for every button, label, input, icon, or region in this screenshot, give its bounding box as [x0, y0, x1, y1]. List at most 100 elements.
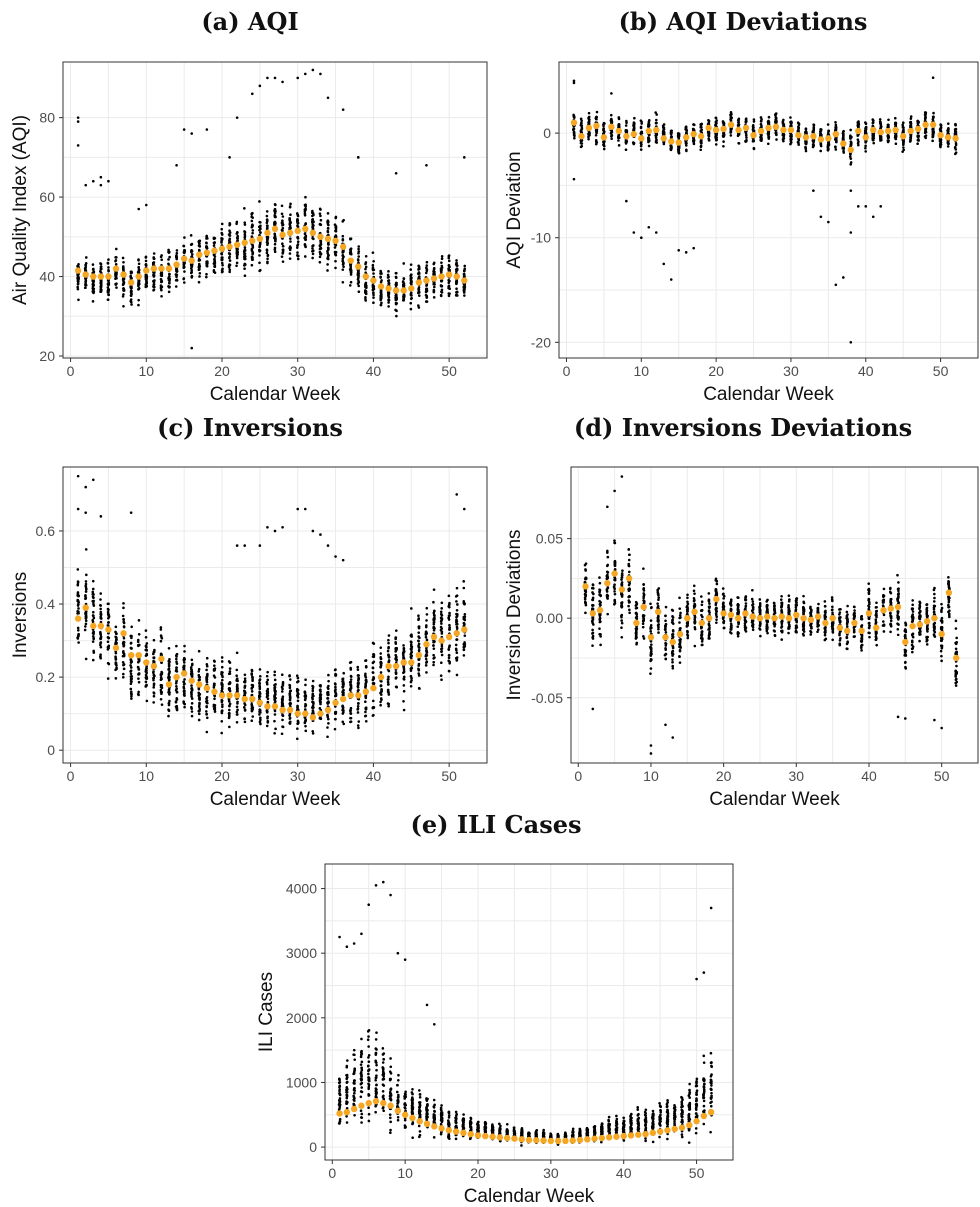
chart-a-point — [409, 268, 413, 271]
chart-c-point — [175, 657, 178, 661]
chart-a-point — [357, 247, 360, 251]
chart-c-point — [288, 717, 292, 720]
chart-a-point — [114, 258, 118, 262]
chart-b-mean-point — [944, 134, 952, 141]
chart-a-point — [106, 262, 110, 265]
chart-c-point — [296, 722, 300, 725]
chart-a-point — [379, 303, 383, 307]
chart-c-point — [77, 600, 80, 604]
chart-c-point — [221, 671, 224, 674]
chart-a-point — [395, 281, 398, 285]
chart-a-point — [462, 272, 466, 276]
chart-b-point — [923, 135, 927, 138]
chart-c-point — [175, 655, 178, 658]
chart-c-point — [189, 666, 193, 669]
chart-b-point — [737, 120, 740, 124]
chart-b-outlier-point — [684, 251, 688, 254]
chart-c-point — [296, 727, 299, 730]
chart-c-point — [115, 667, 118, 671]
chart-a-point — [319, 241, 323, 245]
chart-a-point — [115, 272, 118, 276]
chart-a-mean-point — [165, 265, 173, 272]
chart-a-point — [311, 252, 315, 256]
chart-b-point — [699, 144, 703, 148]
chart-b-point — [954, 148, 958, 151]
chart-a-mean-point — [377, 283, 385, 290]
chart-b-point — [647, 136, 650, 139]
chart-b-point — [655, 113, 658, 116]
chart-b-point — [789, 142, 792, 146]
chart-a-point — [318, 255, 322, 259]
chart-a-point — [304, 238, 308, 241]
chart-c-point — [243, 691, 247, 694]
chart-a-point — [227, 264, 231, 268]
chart-a-point — [364, 265, 368, 269]
chart-b-point — [721, 121, 725, 124]
chart-b-point — [579, 123, 583, 127]
chart-b-point — [639, 148, 643, 151]
chart-a-point — [274, 238, 277, 242]
chart-c-point — [213, 710, 217, 713]
chart-c-point — [310, 696, 314, 699]
chart-b-outlier-point — [864, 205, 868, 208]
chart-b-outlier-point — [827, 220, 830, 224]
chart-b-point — [745, 136, 748, 139]
chart-a-point — [327, 246, 330, 250]
chart-c-point — [251, 679, 254, 682]
chart-a-point — [433, 285, 436, 289]
chart-c-point — [84, 594, 87, 598]
chart-a-point — [190, 243, 193, 246]
chart-c-point — [183, 661, 186, 664]
chart-a-point — [349, 280, 353, 284]
chart-b-point — [834, 145, 837, 149]
chart-a-point — [84, 263, 88, 267]
chart-a-point — [91, 300, 95, 303]
chart-a-point — [167, 275, 171, 278]
chart-c-point — [76, 626, 80, 630]
chart-a-point — [410, 273, 413, 276]
chart-c-point — [129, 687, 133, 691]
chart-c-point — [99, 607, 102, 611]
chart-b-mean-point — [742, 124, 750, 132]
chart-b-point — [849, 161, 853, 164]
chart-a-point — [387, 295, 391, 299]
chart-c-point — [326, 714, 329, 717]
chart-a-outlier-point — [394, 171, 398, 175]
chart-c-point — [303, 708, 307, 711]
chart-c-point — [107, 616, 110, 620]
chart-c-point — [227, 698, 231, 701]
chart-c-point — [160, 671, 164, 675]
chart-c-point — [114, 625, 118, 629]
chart-b-point — [714, 134, 718, 138]
chart-c-point — [266, 678, 270, 682]
chart-a-mean-point — [461, 277, 468, 284]
chart-a-point — [349, 265, 353, 268]
chart-c-point — [183, 705, 186, 709]
chart-a-point — [121, 256, 125, 260]
chart-a-outlier-point — [99, 175, 103, 179]
chart-c-point — [91, 620, 95, 624]
chart-a-point — [198, 245, 202, 248]
chart-a-outlier-point — [190, 132, 194, 135]
chart-c-point — [205, 712, 208, 716]
chart-a-point — [447, 285, 450, 288]
chart-b-point — [707, 137, 710, 140]
chart-a-point — [107, 293, 111, 297]
chart-b-mean-point — [735, 126, 742, 134]
chart-c-point — [258, 684, 261, 688]
chart-a-point — [137, 286, 141, 290]
chart-a-mean-point — [249, 237, 256, 244]
chart-c-y-tick-label: 0.6 — [36, 523, 56, 539]
chart-a-outlier-point — [91, 179, 95, 183]
chart-b-point — [617, 136, 620, 140]
chart-a-point — [417, 294, 421, 297]
chart-b-point — [587, 120, 591, 123]
chart-c-point — [266, 670, 269, 674]
chart-b-point — [692, 142, 696, 146]
chart-a-point — [311, 214, 314, 218]
chart-a-point — [205, 235, 208, 239]
chart-c-point — [145, 652, 148, 656]
chart-a-point — [251, 231, 254, 235]
chart-b-point — [729, 129, 733, 133]
chart-c-point — [266, 687, 270, 691]
